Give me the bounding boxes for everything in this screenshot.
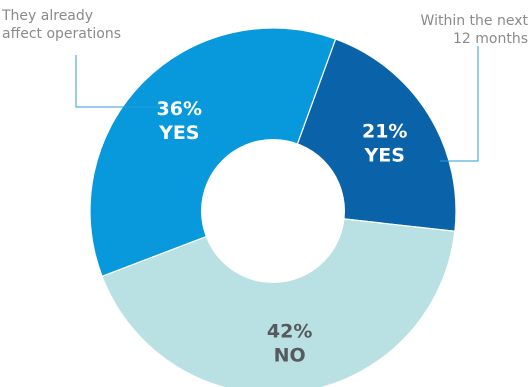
donut-hole — [201, 139, 345, 283]
donut-slice-1 — [101, 210, 456, 387]
donut-slice-2 — [89, 27, 337, 278]
slice-percent-2: 36% — [157, 98, 202, 120]
slice-percent-1: 42% — [267, 320, 312, 342]
callout-left-line1: They already — [2, 8, 94, 24]
callout-right-line1: Within the next — [420, 13, 528, 29]
callout-left: They already affect operations — [2, 7, 121, 43]
callout-right-line2: 12 months — [453, 31, 528, 47]
slice-percent-0: 21% — [362, 121, 407, 143]
slice-label-0: YES — [364, 145, 405, 167]
slice-label-1: NO — [274, 344, 306, 366]
slice-label-2: YES — [158, 122, 199, 144]
leader-line-right — [440, 46, 479, 162]
callout-right: Within the next 12 months — [421, 12, 528, 48]
leader-line-left — [75, 55, 182, 108]
callout-left-line2: affect operations — [2, 26, 121, 42]
